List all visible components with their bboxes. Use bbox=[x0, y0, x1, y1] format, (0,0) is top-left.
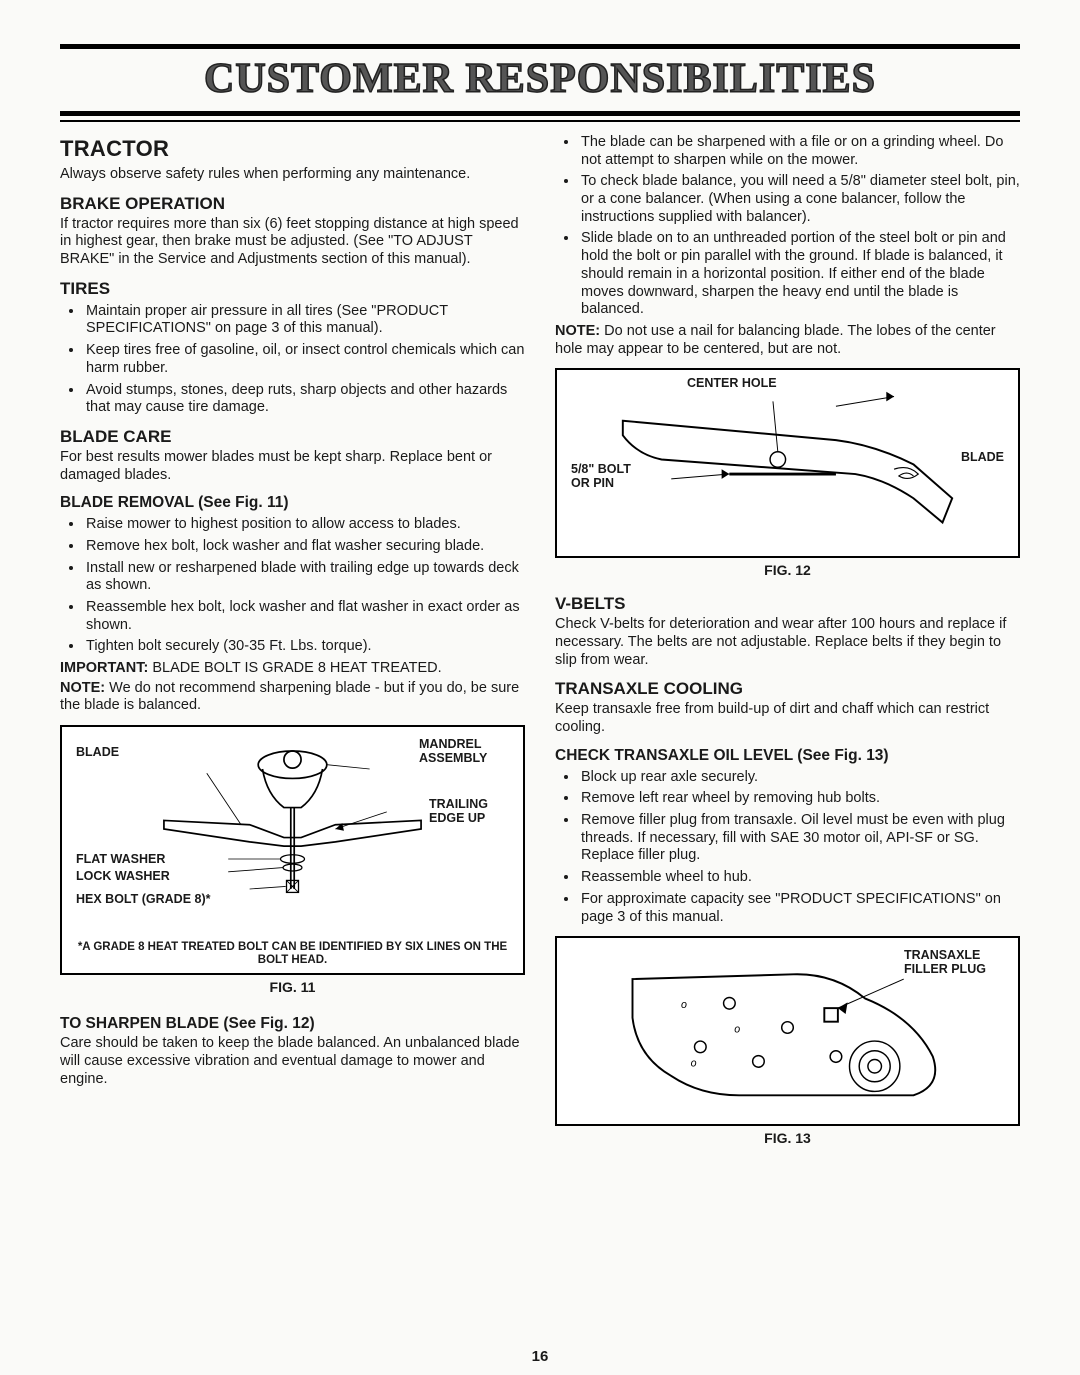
list-item: Reassemble wheel to hub. bbox=[579, 869, 1020, 887]
svg-text:o: o bbox=[691, 1057, 697, 1069]
figure-13: o o o TRANSAXLE FILLER PLUG bbox=[555, 936, 1020, 1126]
heading-sharpen: TO SHARPEN BLADE (See Fig. 12) bbox=[60, 1015, 525, 1033]
svg-text:o: o bbox=[681, 999, 687, 1011]
note-2: NOTE: Do not use a nail for balancing bl… bbox=[555, 323, 1020, 358]
fig12-label-centerhole: CENTER HOLE bbox=[687, 376, 777, 390]
sharpen-paragraph: Care should be taken to keep the blade b… bbox=[60, 1035, 525, 1088]
brake-paragraph: If tractor requires more than six (6) fe… bbox=[60, 216, 525, 269]
important-label: IMPORTANT: bbox=[60, 660, 148, 676]
page-number: 16 bbox=[0, 1348, 1080, 1365]
svg-text:o: o bbox=[734, 1024, 740, 1036]
heading-bladeremoval: BLADE REMOVAL (See Fig. 11) bbox=[60, 494, 525, 512]
bladecare-paragraph: For best results mower blades must be ke… bbox=[60, 449, 525, 484]
right-column: The blade can be sharpened with a file o… bbox=[555, 130, 1020, 1146]
fig11-label-trailing: TRAILING EDGE UP bbox=[429, 797, 509, 825]
vbelts-paragraph: Check V-belts for deterioration and wear… bbox=[555, 616, 1020, 669]
list-item: Keep tires free of gasoline, oil, or ins… bbox=[84, 342, 525, 377]
note-label: NOTE: bbox=[555, 323, 600, 339]
fig11-label-lockwasher: LOCK WASHER bbox=[76, 869, 170, 883]
important-note: IMPORTANT: BLADE BOLT IS GRADE 8 HEAT TR… bbox=[60, 660, 525, 678]
list-item: Remove left rear wheel by removing hub b… bbox=[579, 790, 1020, 808]
important-text: BLADE BOLT IS GRADE 8 HEAT TREATED. bbox=[152, 660, 441, 676]
bladeremoval-list: Raise mower to highest position to allow… bbox=[60, 516, 525, 656]
list-item: For approximate capacity see "PRODUCT SP… bbox=[579, 891, 1020, 926]
checkoil-list: Block up rear axle securely. Remove left… bbox=[555, 769, 1020, 927]
note-label: NOTE: bbox=[60, 680, 105, 696]
two-column-layout: TRACTOR Always observe safety rules when… bbox=[60, 130, 1020, 1146]
heading-tires: TIRES bbox=[60, 279, 525, 299]
tires-list: Maintain proper air pressure in all tire… bbox=[60, 303, 525, 417]
list-item: Block up rear axle securely. bbox=[579, 769, 1020, 787]
list-item: Raise mower to highest position to allow… bbox=[84, 516, 525, 534]
figure-12: CENTER HOLE 5/8" BOLT OR PIN BLADE bbox=[555, 368, 1020, 558]
fig11-label-hexbolt: HEX BOLT (GRADE 8)* bbox=[76, 892, 211, 906]
fig11-caption: FIG. 11 bbox=[60, 979, 525, 995]
fig11-label-mandrel: MANDREL ASSEMBLY bbox=[419, 737, 509, 765]
list-item: Maintain proper air pressure in all tire… bbox=[84, 303, 525, 338]
list-item: Reassemble hex bolt, lock washer and fla… bbox=[84, 599, 525, 634]
sharpen-list: The blade can be sharpened with a file o… bbox=[555, 134, 1020, 319]
list-item: Slide blade on to an unthreaded portion … bbox=[579, 230, 1020, 318]
list-item: Remove hex bolt, lock washer and flat wa… bbox=[84, 538, 525, 556]
transcool-paragraph: Keep transaxle free from build-up of dir… bbox=[555, 701, 1020, 736]
tractor-intro: Always observe safety rules when perform… bbox=[60, 166, 525, 184]
note-1: NOTE: We do not recommend sharpening bla… bbox=[60, 680, 525, 715]
list-item: Remove filler plug from transaxle. Oil l… bbox=[579, 812, 1020, 865]
fig11-label-flatwasher: FLAT WASHER bbox=[76, 852, 165, 866]
list-item: Tighten bolt securely (30-35 Ft. Lbs. to… bbox=[84, 638, 525, 656]
fig13-caption: FIG. 13 bbox=[555, 1130, 1020, 1146]
list-item: To check blade balance, you will need a … bbox=[579, 173, 1020, 226]
list-item: The blade can be sharpened with a file o… bbox=[579, 134, 1020, 169]
heading-vbelts: V-BELTS bbox=[555, 594, 1020, 614]
note-text: Do not use a nail for balancing blade. T… bbox=[555, 323, 996, 357]
left-column: TRACTOR Always observe safety rules when… bbox=[60, 130, 525, 1146]
note-text: We do not recommend sharpening blade - b… bbox=[60, 680, 519, 714]
figure-11: BLADE MANDREL ASSEMBLY TRAILING EDGE UP … bbox=[60, 725, 525, 975]
heading-checkoil: CHECK TRANSAXLE OIL LEVEL (See Fig. 13) bbox=[555, 747, 1020, 765]
fig11-label-blade: BLADE bbox=[76, 745, 119, 759]
fig13-label-filler: TRANSAXLE FILLER PLUG bbox=[904, 948, 1004, 976]
heading-transcool: TRANSAXLE COOLING bbox=[555, 679, 1020, 699]
fig12-svg bbox=[569, 382, 1006, 537]
list-item: Avoid stumps, stones, deep ruts, sharp o… bbox=[84, 382, 525, 417]
fig11-footnote: *A GRADE 8 HEAT TREATED BOLT CAN BE IDEN… bbox=[62, 941, 523, 967]
fig12-label-blade: BLADE bbox=[961, 450, 1004, 464]
page-banner: CUSTOMER RESPONSIBILITIES bbox=[60, 53, 1020, 107]
heading-brake: BRAKE OPERATION bbox=[60, 194, 525, 214]
fig12-label-boltpin: 5/8" BOLT OR PIN bbox=[571, 462, 651, 490]
fig12-caption: FIG. 12 bbox=[555, 562, 1020, 578]
heading-tractor: TRACTOR bbox=[60, 136, 525, 162]
heading-bladecare: BLADE CARE bbox=[60, 427, 525, 447]
list-item: Install new or resharpened blade with tr… bbox=[84, 560, 525, 595]
